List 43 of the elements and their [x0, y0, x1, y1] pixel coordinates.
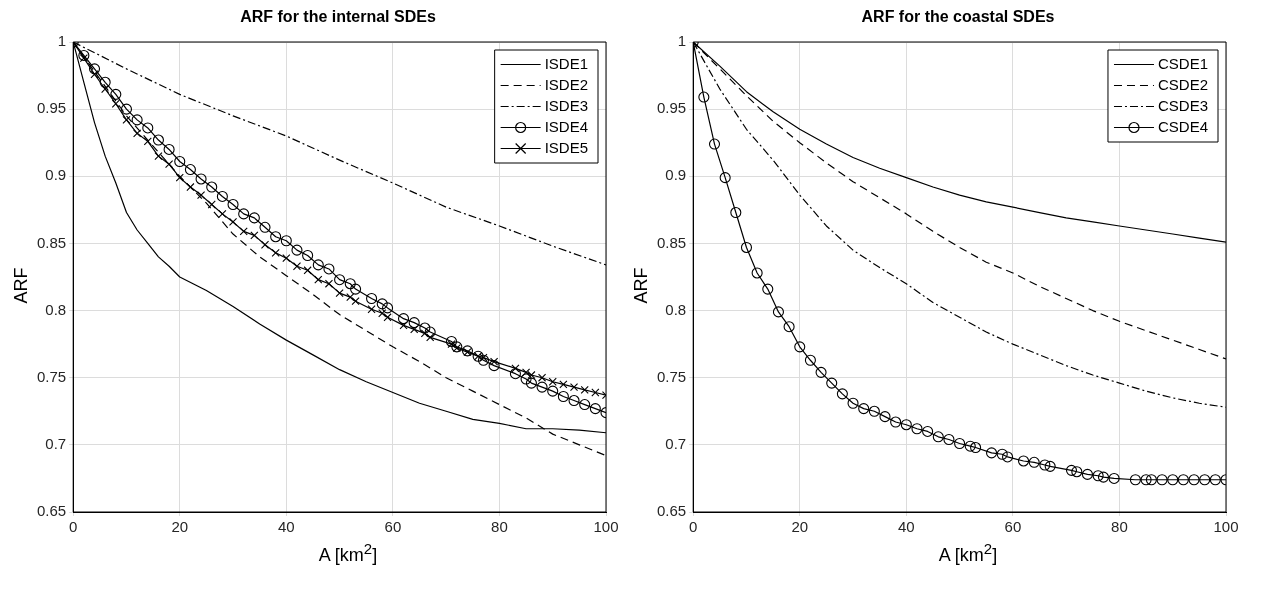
y-tick-label: 1	[677, 32, 687, 50]
legend-label: CSDE1	[1157, 54, 1209, 72]
y-tick-label: 0.75	[36, 367, 67, 385]
x-tick-label: 40	[897, 518, 915, 536]
y-tick-label: 0.85	[656, 233, 687, 251]
y-tick-label: 1	[57, 32, 67, 50]
y-tick-label: 0.8	[665, 300, 687, 318]
chart-title: ARF for the internal SDEs	[239, 8, 437, 27]
y-tick-label: 0.95	[36, 99, 67, 117]
x-tick-label: 40	[277, 518, 295, 536]
y-tick-label: 0.9	[45, 166, 67, 184]
chart-title: ARF for the coastal SDEs	[860, 8, 1056, 27]
x-tick-label: 100	[1213, 518, 1239, 536]
y-tick-label: 0.7	[45, 435, 67, 452]
legend-label: ISDE5	[544, 138, 589, 156]
x-tick-label: 80	[1111, 518, 1128, 536]
legend-label: CSDE2	[1157, 75, 1209, 93]
x-tick-label: 60	[384, 518, 402, 536]
x-tick-label: 20	[791, 518, 809, 536]
legend-label: ISDE4	[544, 117, 589, 135]
legend-label: CSDE4	[1157, 117, 1209, 135]
legend-label: ISDE3	[544, 96, 589, 114]
x-tick-label: 0	[689, 518, 698, 536]
y-tick-label: 0.85	[36, 233, 67, 251]
legend-label: ISDE1	[544, 54, 589, 72]
x-tick-label: 20	[171, 518, 189, 536]
x-axis-title: A [km$^{2}$]	[317, 540, 379, 566]
y-tick-label: 0.95	[656, 99, 687, 117]
x-axis-title: A [km$^{2}$]	[937, 540, 999, 566]
x-tick-label: 60	[1004, 518, 1022, 536]
x-tick-label: 100	[593, 518, 619, 536]
x-tick-label: 80	[491, 518, 508, 536]
x-tick-label: 0	[69, 518, 78, 536]
legend-label: CSDE3	[1157, 96, 1209, 114]
y-axis-title: ARF	[630, 267, 652, 303]
y-tick-label: 0.75	[656, 367, 687, 385]
legend-label: ISDE2	[544, 75, 589, 93]
y-axis-title: ARF	[10, 267, 32, 303]
y-tick-label: 0.7	[665, 435, 687, 452]
y-tick-label: 0.9	[665, 166, 687, 184]
y-tick-label: 0.65	[36, 502, 67, 520]
y-tick-label: 0.65	[656, 502, 687, 520]
y-tick-label: 0.8	[45, 300, 67, 318]
